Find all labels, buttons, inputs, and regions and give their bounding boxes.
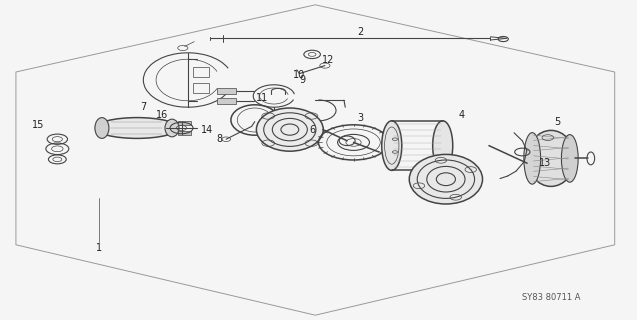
Text: 1: 1 [96,243,102,253]
Bar [192,67,208,77]
Ellipse shape [382,121,402,171]
Ellipse shape [524,133,541,184]
Ellipse shape [256,108,323,151]
Bar [178,131,191,135]
Text: 13: 13 [538,158,551,168]
Text: 9: 9 [299,75,306,85]
Bar [217,88,236,94]
Text: 2: 2 [357,27,363,37]
Ellipse shape [527,131,575,186]
Text: 3: 3 [357,113,363,124]
Text: SY83 80711 A: SY83 80711 A [522,293,580,302]
Ellipse shape [433,121,453,171]
Text: 11: 11 [256,92,269,103]
Text: 16: 16 [156,110,169,120]
Text: 12: 12 [322,55,334,65]
Text: 5: 5 [554,116,561,127]
Text: 8: 8 [217,134,223,144]
Ellipse shape [165,119,179,137]
Text: 4: 4 [459,110,465,120]
Text: 10: 10 [293,70,306,80]
Text: 14: 14 [201,124,213,135]
Ellipse shape [561,135,578,182]
Bar [178,121,191,125]
Ellipse shape [95,118,109,139]
Ellipse shape [96,118,178,139]
Text: 6: 6 [309,124,315,135]
Ellipse shape [409,155,483,204]
Text: 15: 15 [32,120,45,131]
Bar [192,83,208,93]
Text: 7: 7 [140,102,147,112]
Bar [217,98,236,104]
